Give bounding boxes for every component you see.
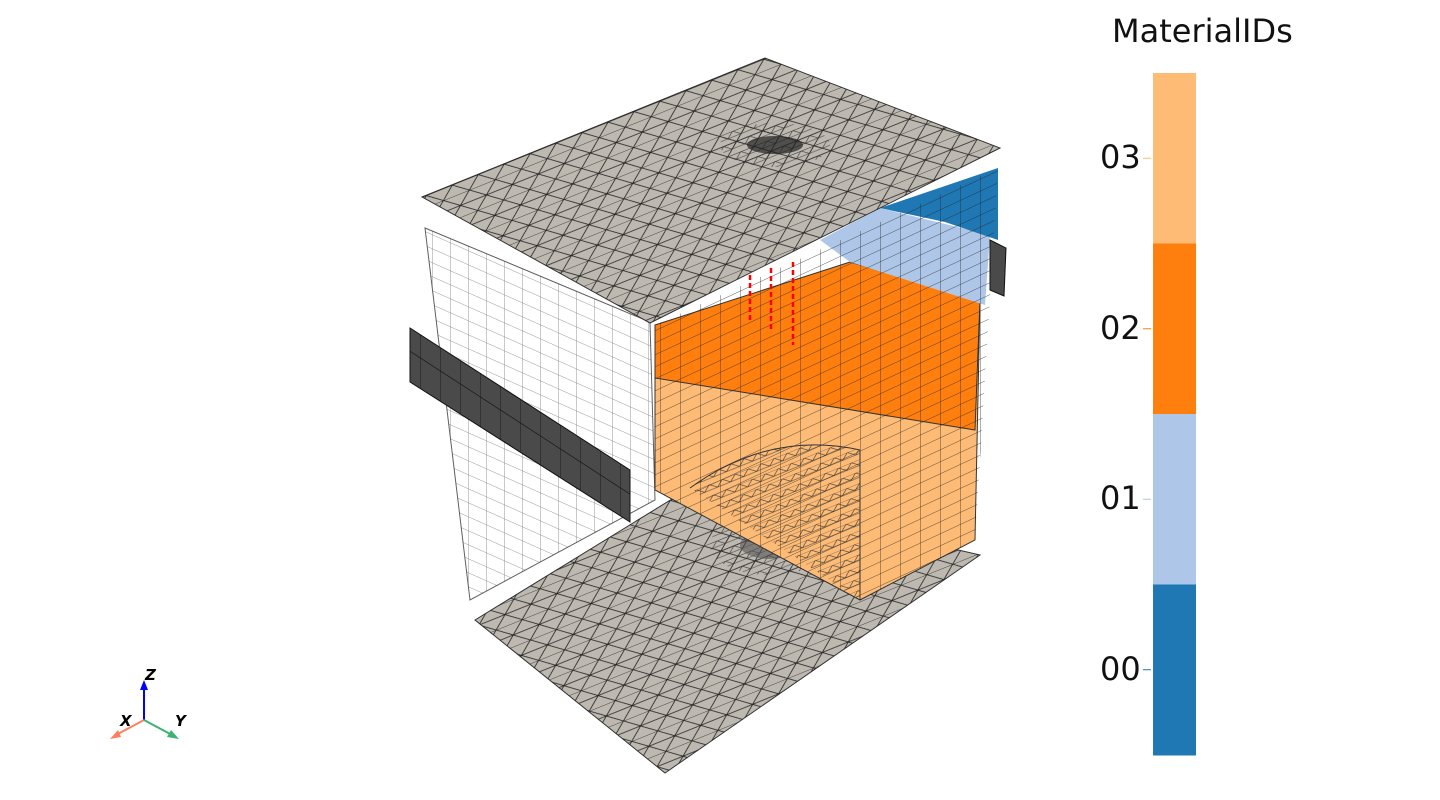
z-axis-label: Z (145, 666, 156, 684)
colorbar-segment-03 (1153, 73, 1196, 244)
top-plate (420, 57, 1002, 324)
colorbar (1143, 73, 1196, 756)
fault-plane-right (989, 239, 1007, 297)
colorbar-label-00: 00 (1100, 650, 1141, 688)
material-faces (654, 168, 998, 601)
colorbar-segment-01 (1153, 414, 1196, 585)
wells (748, 262, 795, 345)
colorbar-segment-00 (1153, 584, 1196, 756)
y-axis-label: Y (175, 712, 186, 730)
colorbar-label-02: 02 (1100, 309, 1141, 347)
colorbar-segment-02 (1153, 243, 1196, 415)
orientation-widget (110, 680, 179, 739)
colorbar-label-01: 01 (1100, 479, 1141, 517)
colorbar-title: MaterialIDs (1112, 12, 1293, 50)
x-axis-arrow (115, 719, 145, 736)
y-axis-arrow (143, 719, 173, 736)
x-axis-label: X (120, 712, 132, 730)
fault-plane-left (409, 327, 631, 523)
colorbar-label-03: 03 (1100, 138, 1141, 176)
